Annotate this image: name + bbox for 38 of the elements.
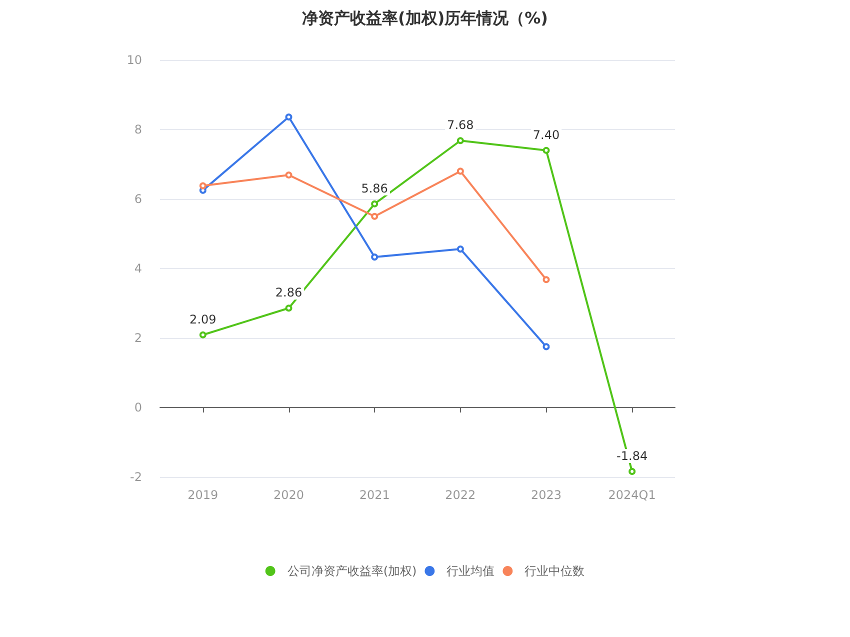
data-label: 7.68 xyxy=(447,118,474,132)
x-tick-label: 2019 xyxy=(188,488,218,502)
point xyxy=(542,276,550,284)
point xyxy=(456,168,464,175)
point xyxy=(456,246,464,253)
point xyxy=(285,304,292,312)
legend-label: 行业中位数 xyxy=(524,564,585,578)
y-tick-label: 0 xyxy=(134,400,142,414)
y-tick-label: 4 xyxy=(134,262,142,276)
point xyxy=(199,331,206,338)
point xyxy=(371,212,378,220)
x-tick-label: 2023 xyxy=(530,488,562,502)
point xyxy=(628,468,636,475)
x-tick-label: 2022 xyxy=(445,488,476,502)
data-label: -1.84 xyxy=(616,448,648,463)
chart-title: 净资产收益率(加权)历年情况（%) xyxy=(302,8,548,28)
point xyxy=(371,254,378,261)
point xyxy=(542,146,550,154)
point xyxy=(371,200,378,208)
legend-label: 公司净资产收益率(加权) xyxy=(287,564,417,578)
data-label: 2.09 xyxy=(190,312,216,326)
x-tick-label: 2021 xyxy=(359,488,390,502)
point xyxy=(199,182,206,190)
y-tick-label: 10 xyxy=(126,53,142,67)
data-label: 5.86 xyxy=(361,181,388,196)
legend-label: 行业均值 xyxy=(446,564,495,578)
data-label: 2.86 xyxy=(275,286,302,300)
y-tick-label: 8 xyxy=(134,122,142,136)
x-tick-label: 2024Q1 xyxy=(608,488,656,502)
data-label: 7.40 xyxy=(532,128,560,142)
point xyxy=(285,113,292,120)
y-tick-label: 6 xyxy=(134,192,142,206)
point xyxy=(456,137,464,144)
y-tick-label: 2 xyxy=(134,331,142,345)
x-tick-label: 2020 xyxy=(273,488,304,502)
point xyxy=(542,343,550,350)
y-tick-label: -2 xyxy=(130,470,142,484)
point xyxy=(285,172,292,179)
